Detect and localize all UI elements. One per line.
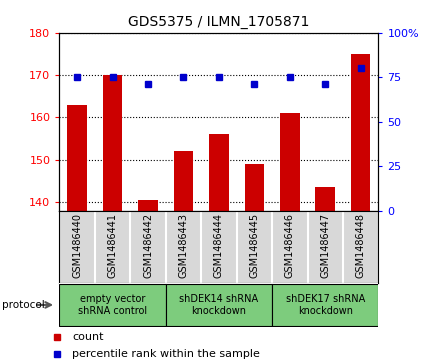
Bar [315, 187, 335, 211]
Bar [245, 164, 264, 211]
Text: shDEK17 shRNA
knockdown: shDEK17 shRNA knockdown [286, 294, 365, 316]
Text: GSM1486440: GSM1486440 [72, 213, 82, 278]
Text: GSM1486443: GSM1486443 [179, 213, 188, 278]
Bar [209, 134, 229, 211]
Text: shDEK14 shRNA
knockdown: shDEK14 shRNA knockdown [180, 294, 258, 316]
Bar [67, 105, 87, 211]
Bar [138, 200, 158, 211]
Bar [174, 151, 193, 211]
Text: protocol: protocol [2, 300, 45, 310]
Bar [59, 284, 166, 326]
Text: GSM1486442: GSM1486442 [143, 213, 153, 278]
Title: GDS5375 / ILMN_1705871: GDS5375 / ILMN_1705871 [128, 15, 310, 29]
Text: GSM1486447: GSM1486447 [320, 213, 330, 278]
Text: GSM1486441: GSM1486441 [107, 213, 117, 278]
Bar [166, 284, 272, 326]
Text: percentile rank within the sample: percentile rank within the sample [72, 349, 260, 359]
Text: empty vector
shRNA control: empty vector shRNA control [78, 294, 147, 316]
Text: GSM1486446: GSM1486446 [285, 213, 295, 278]
Bar [280, 113, 300, 211]
Text: GSM1486445: GSM1486445 [249, 213, 259, 278]
Text: count: count [72, 332, 103, 342]
Text: GSM1486448: GSM1486448 [356, 213, 366, 278]
Text: GSM1486444: GSM1486444 [214, 213, 224, 278]
Bar [103, 75, 122, 211]
Bar [272, 284, 378, 326]
Bar [351, 54, 370, 211]
